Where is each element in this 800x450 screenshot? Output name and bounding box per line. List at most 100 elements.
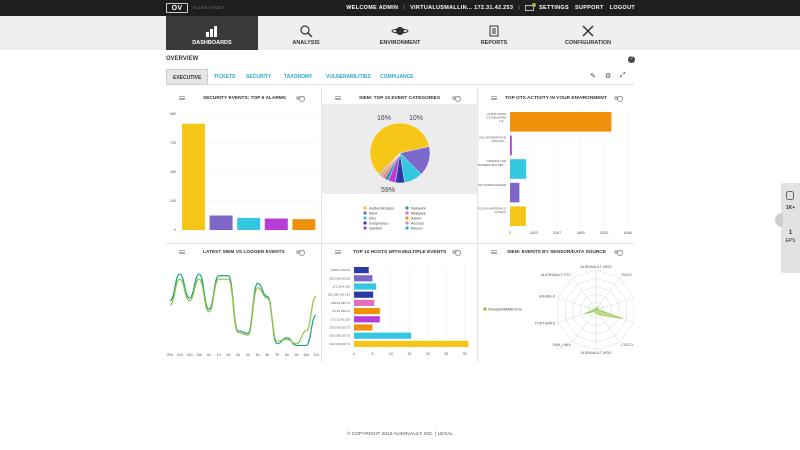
x-tick-label: 21h [177, 353, 183, 357]
y-tick-label: CHINA ODOS [487, 112, 506, 116]
y-tick-label: 720 [170, 141, 176, 145]
panel-toggle[interactable] [296, 96, 305, 102]
x-tick-label: 25 [444, 352, 448, 356]
tab-taxonomy[interactable]: TAXONOMY [284, 74, 313, 80]
y-tick-label: 192.168.100.141 [327, 293, 350, 297]
siem-logger-chart: 20h 21h 22h 23h 0h 1h 2h 3h 4h 5h 6h 7h 8h 9h 10h 11h [167, 273, 319, 357]
legend-label: Alert [369, 211, 378, 216]
panel-toggle[interactable] [452, 96, 461, 102]
x-tick-label: 3267 [553, 231, 561, 235]
collapse-handle[interactable] [775, 213, 783, 227]
y-tick-label: 51.15.199.12 [332, 309, 350, 313]
panel-menu-icon[interactable] [491, 96, 497, 100]
support-link[interactable]: SUPPORT [574, 5, 604, 11]
y-tick-label: 480 [170, 170, 176, 174]
panel-toggle[interactable] [614, 250, 623, 256]
help-icon[interactable]: ? [628, 56, 635, 63]
page-title: OVERVIEW [166, 56, 199, 62]
eps-rate: 1K+ [785, 205, 796, 211]
y-tick-label: 172.16.4.130 [332, 285, 350, 289]
panel-title: TOP OTX ACTIVITY IN YOUR ENVIRONMENT [505, 96, 607, 101]
alienvault-logo[interactable]: OV [166, 3, 188, 13]
legend-swatch [405, 226, 409, 230]
panel-menu-icon[interactable] [335, 250, 341, 254]
fullscreen-icon[interactable]: ⤢ [620, 72, 626, 79]
panel-title: LATEST SIEM VS LOGGER EVENTS [203, 250, 285, 255]
gear-icon[interactable]: ⚙ [605, 73, 612, 80]
panel-title: SECURITY EVENTS: TOP 5 ALARMS [203, 96, 286, 101]
bar [354, 267, 369, 274]
x-tick-label: 23h [196, 353, 202, 357]
panel-toggle[interactable] [296, 250, 305, 256]
edit-icon[interactable]: ✎ [590, 73, 596, 80]
legend-label: Malware [411, 211, 427, 216]
y-tick-label: 240 [170, 199, 176, 203]
y-tick-label: 960 [170, 112, 176, 116]
top-hosts-chart: 0 5 10 15 20 25 30 218.87.159.82 192.168.100.28 1… [327, 266, 469, 356]
legend-label: Info [369, 216, 376, 221]
legend-swatch [483, 307, 487, 311]
radar-axis-label: FORTIGATE [535, 321, 556, 325]
y-tick-label: 192.168.100.73 [329, 326, 350, 330]
security-events-chart: 960 720 480 240 0 [170, 112, 318, 232]
legend-swatch [363, 216, 367, 220]
panel-menu-icon[interactable] [335, 96, 341, 100]
bar [510, 182, 520, 203]
x-tick-label: 8h [285, 353, 289, 357]
radar-axis [595, 277, 620, 311]
nav-label: ENVIRONMENT [379, 40, 421, 46]
magnifier-icon [300, 25, 313, 37]
nav-dashboards[interactable]: DASHBOARDS [166, 16, 258, 50]
panel-title: SIEM: TOP 10 EVENT CATEGORIES [359, 96, 441, 101]
x-tick-label: 20 [426, 352, 430, 356]
db-icon [786, 191, 794, 200]
eps-value: 1 [788, 230, 793, 236]
nav-configuration[interactable]: CONFIGURATION [542, 16, 634, 50]
separator: | [518, 5, 521, 11]
nav-analysis[interactable]: ANALYSIS [260, 16, 352, 50]
x-tick-label: 0 [509, 231, 511, 235]
panel-toggle[interactable] [452, 250, 461, 256]
x-tick-label: 9h [295, 353, 299, 357]
nav-environment[interactable]: ENVIRONMENT [354, 16, 446, 50]
panel-menu-icon[interactable] [179, 250, 185, 254]
y-tick-label: ANDROMEDA BOTNET... [478, 163, 506, 167]
radar-axis [595, 297, 634, 311]
slice-label: 16% [377, 115, 391, 122]
bar [354, 316, 380, 323]
x-tick-label: 4900 [577, 231, 585, 235]
tab-executive[interactable]: EXECUTIVE [166, 69, 209, 85]
x-tick-label: 11h [313, 353, 319, 357]
eps-widget[interactable]: 1K+ 1 EPS [781, 183, 800, 273]
y-tick-label: OPERATION SOMAGENDER [478, 183, 507, 187]
panel-toggle[interactable] [614, 96, 623, 102]
panel-menu-icon[interactable] [179, 96, 185, 100]
bar [354, 332, 412, 339]
radar-axis-label: ALIENVAULT HIDS [581, 265, 613, 269]
settings-link[interactable]: SETTINGS [539, 5, 569, 11]
mail-icon[interactable] [525, 3, 537, 11]
tab-vulnerabilities[interactable]: VULNERABILITIES [326, 74, 371, 80]
nav-label: ANALYSIS [292, 40, 320, 46]
server-name[interactable]: VIRTUALUSMALLIN... 172.31.42.253 [410, 5, 514, 11]
legend-swatch [363, 206, 367, 210]
tab-compliance[interactable]: COMPLIANCE [380, 74, 414, 80]
radar-axis [557, 297, 597, 311]
slice-label: 10% [409, 115, 423, 122]
bar [182, 123, 205, 230]
y-tick-label: 0 [174, 228, 176, 232]
tab-security[interactable]: SECURITY [246, 74, 272, 80]
radar-axis-label: CISCO-ASA [621, 343, 634, 347]
y-tick-label: ATTACK [495, 210, 506, 214]
y-tick-label: 192.168.100.75 [329, 334, 350, 338]
legend-label: Suspicious [369, 221, 388, 226]
x-tick-label: 6h [265, 353, 269, 357]
top-bar: OV ALIEN VAULT WELCOME ADMIN | VIRTUALUS… [0, 0, 800, 16]
planet-icon [391, 27, 409, 35]
radar-axis-label: SUDO [621, 273, 632, 277]
nav-reports[interactable]: REPORTS [448, 16, 540, 50]
pie-slice [378, 152, 401, 176]
panel-menu-icon[interactable] [491, 250, 497, 254]
tab-tickets[interactable]: TICKETS [214, 74, 236, 80]
logout-link[interactable]: LOGOUT [609, 5, 635, 11]
